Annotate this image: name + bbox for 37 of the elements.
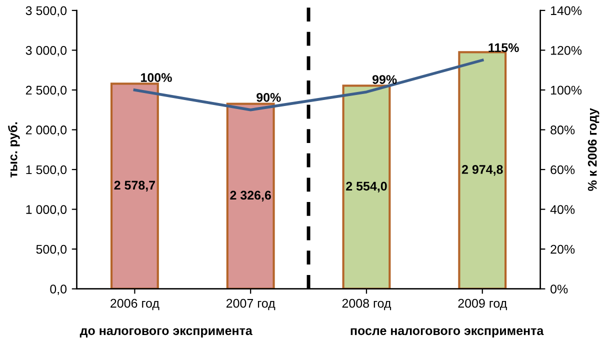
y-tick-label: 3 000,0 bbox=[26, 46, 67, 56]
x-tick-label: 2009 год bbox=[458, 298, 507, 310]
bar bbox=[458, 51, 507, 289]
y-tick-label: 1 000,0 bbox=[26, 205, 67, 216]
line-series bbox=[133, 58, 484, 112]
y2-tick-label: 20% bbox=[550, 244, 575, 254]
data-label: 2 578,7 bbox=[114, 180, 155, 192]
data-label: 100% bbox=[141, 73, 172, 82]
text: после налогового экспримента bbox=[350, 328, 544, 338]
y2-tick-label: 80% bbox=[550, 126, 575, 134]
y-tick-label: 2 000,0 bbox=[26, 126, 67, 136]
text: до налогового экспримента bbox=[80, 328, 252, 338]
bar bbox=[110, 82, 159, 289]
y-tick-label: 3 500,0 bbox=[26, 6, 67, 17]
bar bbox=[342, 84, 391, 289]
y2-tick-label: 100% bbox=[550, 86, 582, 95]
y2-tick-label: 40% bbox=[550, 205, 575, 214]
data-label: 115% bbox=[488, 43, 519, 52]
y-axis-title: тыс. руб. bbox=[8, 122, 20, 178]
x-tick-label: 2006 год bbox=[110, 298, 160, 310]
y2-tick-label: 140% bbox=[550, 6, 582, 16]
bar bbox=[226, 102, 275, 289]
y2-tick-label: 0% bbox=[550, 284, 568, 294]
y-tick-label: 500,0 bbox=[36, 244, 67, 256]
data-label: 2 554,0 bbox=[346, 182, 387, 192]
data-label: 2 326,6 bbox=[230, 190, 271, 202]
y2-tick-label: 120% bbox=[550, 46, 582, 55]
y2-tick-label: 60% bbox=[550, 165, 575, 174]
x-tick-label: 2007 год bbox=[226, 298, 276, 310]
y-tick-label: 1 500,0 bbox=[26, 165, 67, 176]
data-label: 2 974,8 bbox=[462, 165, 503, 176]
data-label: 90% bbox=[256, 92, 281, 102]
y-tick-label: 2 500,0 bbox=[26, 86, 67, 96]
data-label: 99% bbox=[372, 75, 397, 84]
x-tick-label: 2008 год bbox=[342, 298, 392, 310]
y2-axis-title: % к 2006 году bbox=[588, 108, 600, 191]
y-tick-label: 0,0 bbox=[50, 284, 67, 295]
